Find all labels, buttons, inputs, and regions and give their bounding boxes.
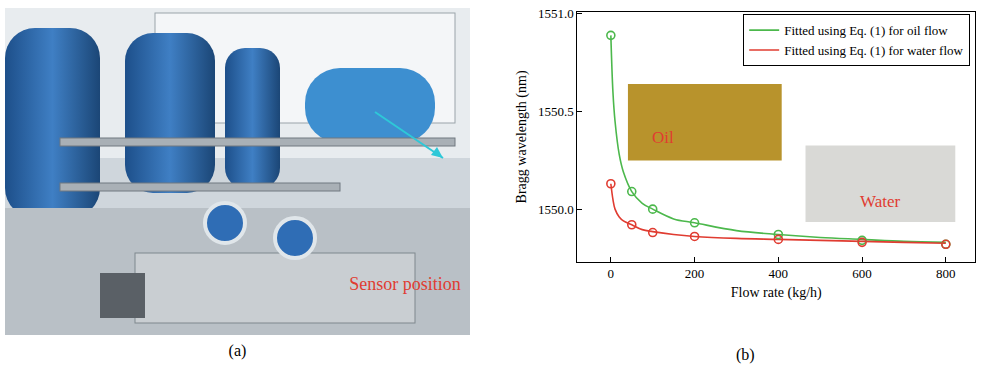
- svg-text:0: 0: [608, 266, 615, 281]
- svg-text:Water: Water: [860, 192, 900, 211]
- html-text:(a): (a): [228, 342, 247, 359]
- svg-text:Sensor position: Sensor position: [349, 274, 461, 294]
- svg-text:Bragg wavelength (nm): Bragg wavelength (nm): [514, 70, 530, 203]
- svg-text:Fitted using Eq. (1) for water: Fitted using Eq. (1) for water flow: [784, 43, 963, 58]
- svg-text:Oil: Oil: [652, 128, 674, 147]
- svg-text:800: 800: [936, 266, 956, 281]
- svg-text:(b): (b): [736, 346, 755, 364]
- svg-text:Fitted using Eq. (1) for oil f: Fitted using Eq. (1) for oil flow: [784, 23, 948, 38]
- svg-text:1550.0: 1550.0: [538, 202, 574, 217]
- svg-text:Flow rate (kg/h): Flow rate (kg/h): [731, 285, 822, 301]
- svg-text:400: 400: [769, 266, 789, 281]
- svg-text:1550.5: 1550.5: [538, 104, 574, 119]
- svg-text:1551.0: 1551.0: [538, 6, 574, 21]
- svg-text:200: 200: [685, 266, 705, 281]
- svg-text:600: 600: [852, 266, 872, 281]
